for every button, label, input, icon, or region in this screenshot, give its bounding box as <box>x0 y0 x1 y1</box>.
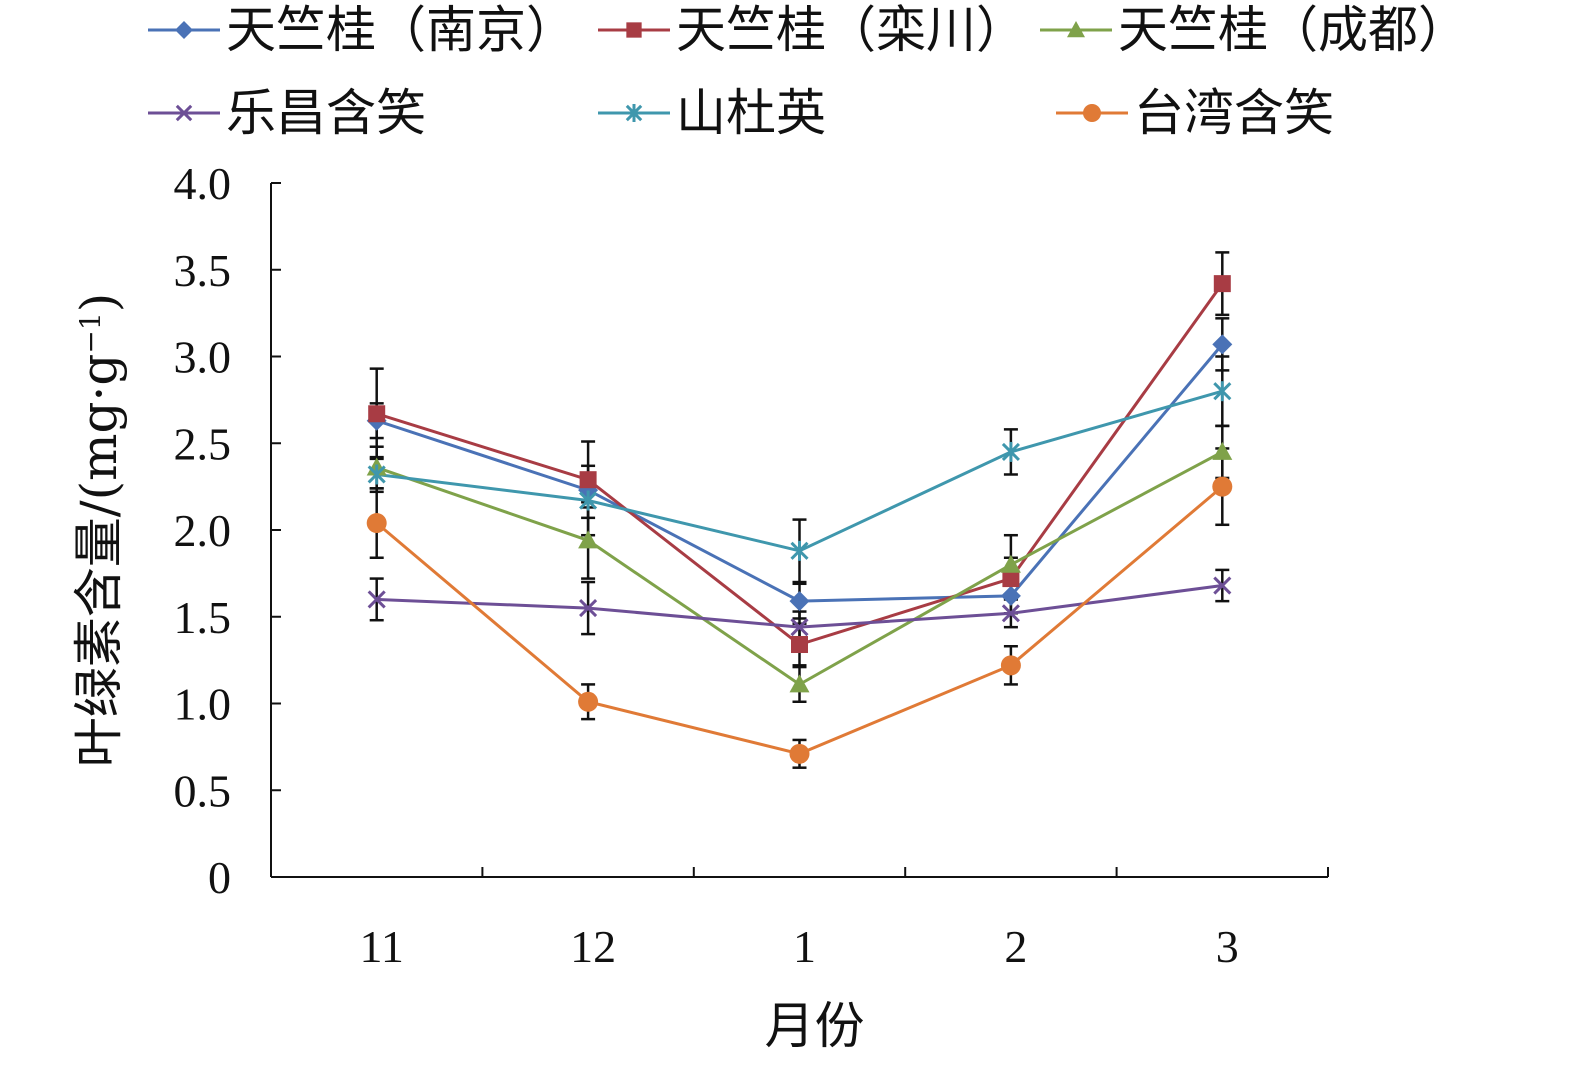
data-point-marker <box>175 21 193 39</box>
data-point-marker <box>579 471 597 489</box>
x-axis-title: 月份 <box>765 997 865 1055</box>
data-point-marker <box>1212 476 1233 497</box>
data-point-marker <box>789 743 810 764</box>
series-points <box>367 576 1232 637</box>
legend-item: 山杜英 <box>598 84 826 142</box>
y-tick-label: 1.5 <box>174 592 232 643</box>
data-point-marker <box>1001 441 1020 462</box>
ticks: 00.51.01.52.02.53.03.54.011 12 1 2 3 <box>174 158 1329 972</box>
data-point-marker <box>1000 554 1021 573</box>
legend-item: 天竺桂（成都） <box>1040 1 1468 59</box>
legend-label: 天竺桂（栾川） <box>676 1 1026 59</box>
data-point-marker <box>626 22 642 38</box>
y-tick-label: 3.5 <box>174 245 232 296</box>
series-points <box>368 275 1231 654</box>
y-tick-label: 4.0 <box>174 158 232 209</box>
data-point-marker <box>789 591 810 612</box>
data-point-marker <box>790 540 809 561</box>
data-point-marker <box>175 104 193 122</box>
data-point-marker <box>367 464 386 485</box>
x-tick-label: 11 <box>360 921 404 972</box>
data-point-marker <box>579 490 598 511</box>
data-point-marker <box>1000 655 1021 676</box>
y-tick-label: 0 <box>208 852 231 903</box>
series-markers <box>366 275 1233 764</box>
series-points <box>366 476 1233 764</box>
y-axis-title-main: 叶绿素含量/(mg·g <box>70 354 128 768</box>
y-tick-label: 2.0 <box>174 505 232 556</box>
x-tick-label: 1 <box>793 921 816 972</box>
legend: 天竺桂（南京） 天竺桂（栾川） 天竺桂（成都） 乐昌含笑 山杜英 台湾含笑 <box>148 1 1468 142</box>
data-point-marker <box>578 530 599 549</box>
data-point-marker <box>366 513 387 534</box>
y-tick-label: 1.0 <box>174 679 232 730</box>
y-tick-label: 3.0 <box>174 332 232 383</box>
data-point-marker <box>1067 21 1085 38</box>
data-point-marker <box>1083 104 1101 122</box>
data-point-marker <box>579 599 598 618</box>
data-point-marker <box>368 405 386 423</box>
data-point-marker <box>1213 576 1232 595</box>
legend-label: 天竺桂（成都） <box>1118 1 1468 59</box>
y-axis-title: 叶绿素含量/(mg·g−1) <box>70 293 128 767</box>
data-point-marker <box>578 691 599 712</box>
x-tick-label: 2 <box>1004 921 1027 972</box>
data-point-marker <box>1000 585 1021 606</box>
data-point-marker <box>789 674 810 693</box>
legend-label: 台湾含笑 <box>1134 84 1334 142</box>
legend-label: 天竺桂（南京） <box>226 1 576 59</box>
x-tick-label: 3 <box>1216 921 1239 972</box>
y-axis-title-superscript: −1 <box>74 312 107 353</box>
data-point-marker <box>1001 604 1020 623</box>
legend-item: 乐昌含笑 <box>148 84 426 142</box>
data-point-marker <box>1002 570 1020 588</box>
y-tick-label: 2.5 <box>174 418 232 469</box>
legend-item: 台湾含笑 <box>1056 84 1334 142</box>
data-point-marker <box>625 104 643 122</box>
data-point-marker <box>790 618 809 637</box>
data-point-marker <box>367 590 386 609</box>
data-point-marker <box>1212 334 1233 355</box>
legend-label: 山杜英 <box>676 84 826 142</box>
data-point-marker <box>1212 441 1233 460</box>
data-point-marker <box>791 636 808 654</box>
data-point-marker <box>1213 381 1232 402</box>
y-tick-label: 0.5 <box>174 765 232 816</box>
series-points <box>367 381 1232 561</box>
legend-item: 天竺桂（南京） <box>148 1 576 59</box>
legend-label: 乐昌含笑 <box>226 84 426 142</box>
legend-item: 天竺桂（栾川） <box>598 1 1026 59</box>
x-tick-label: 12 <box>570 921 616 972</box>
data-point-marker <box>1213 275 1231 293</box>
y-axis-title-close: ) <box>70 293 128 313</box>
